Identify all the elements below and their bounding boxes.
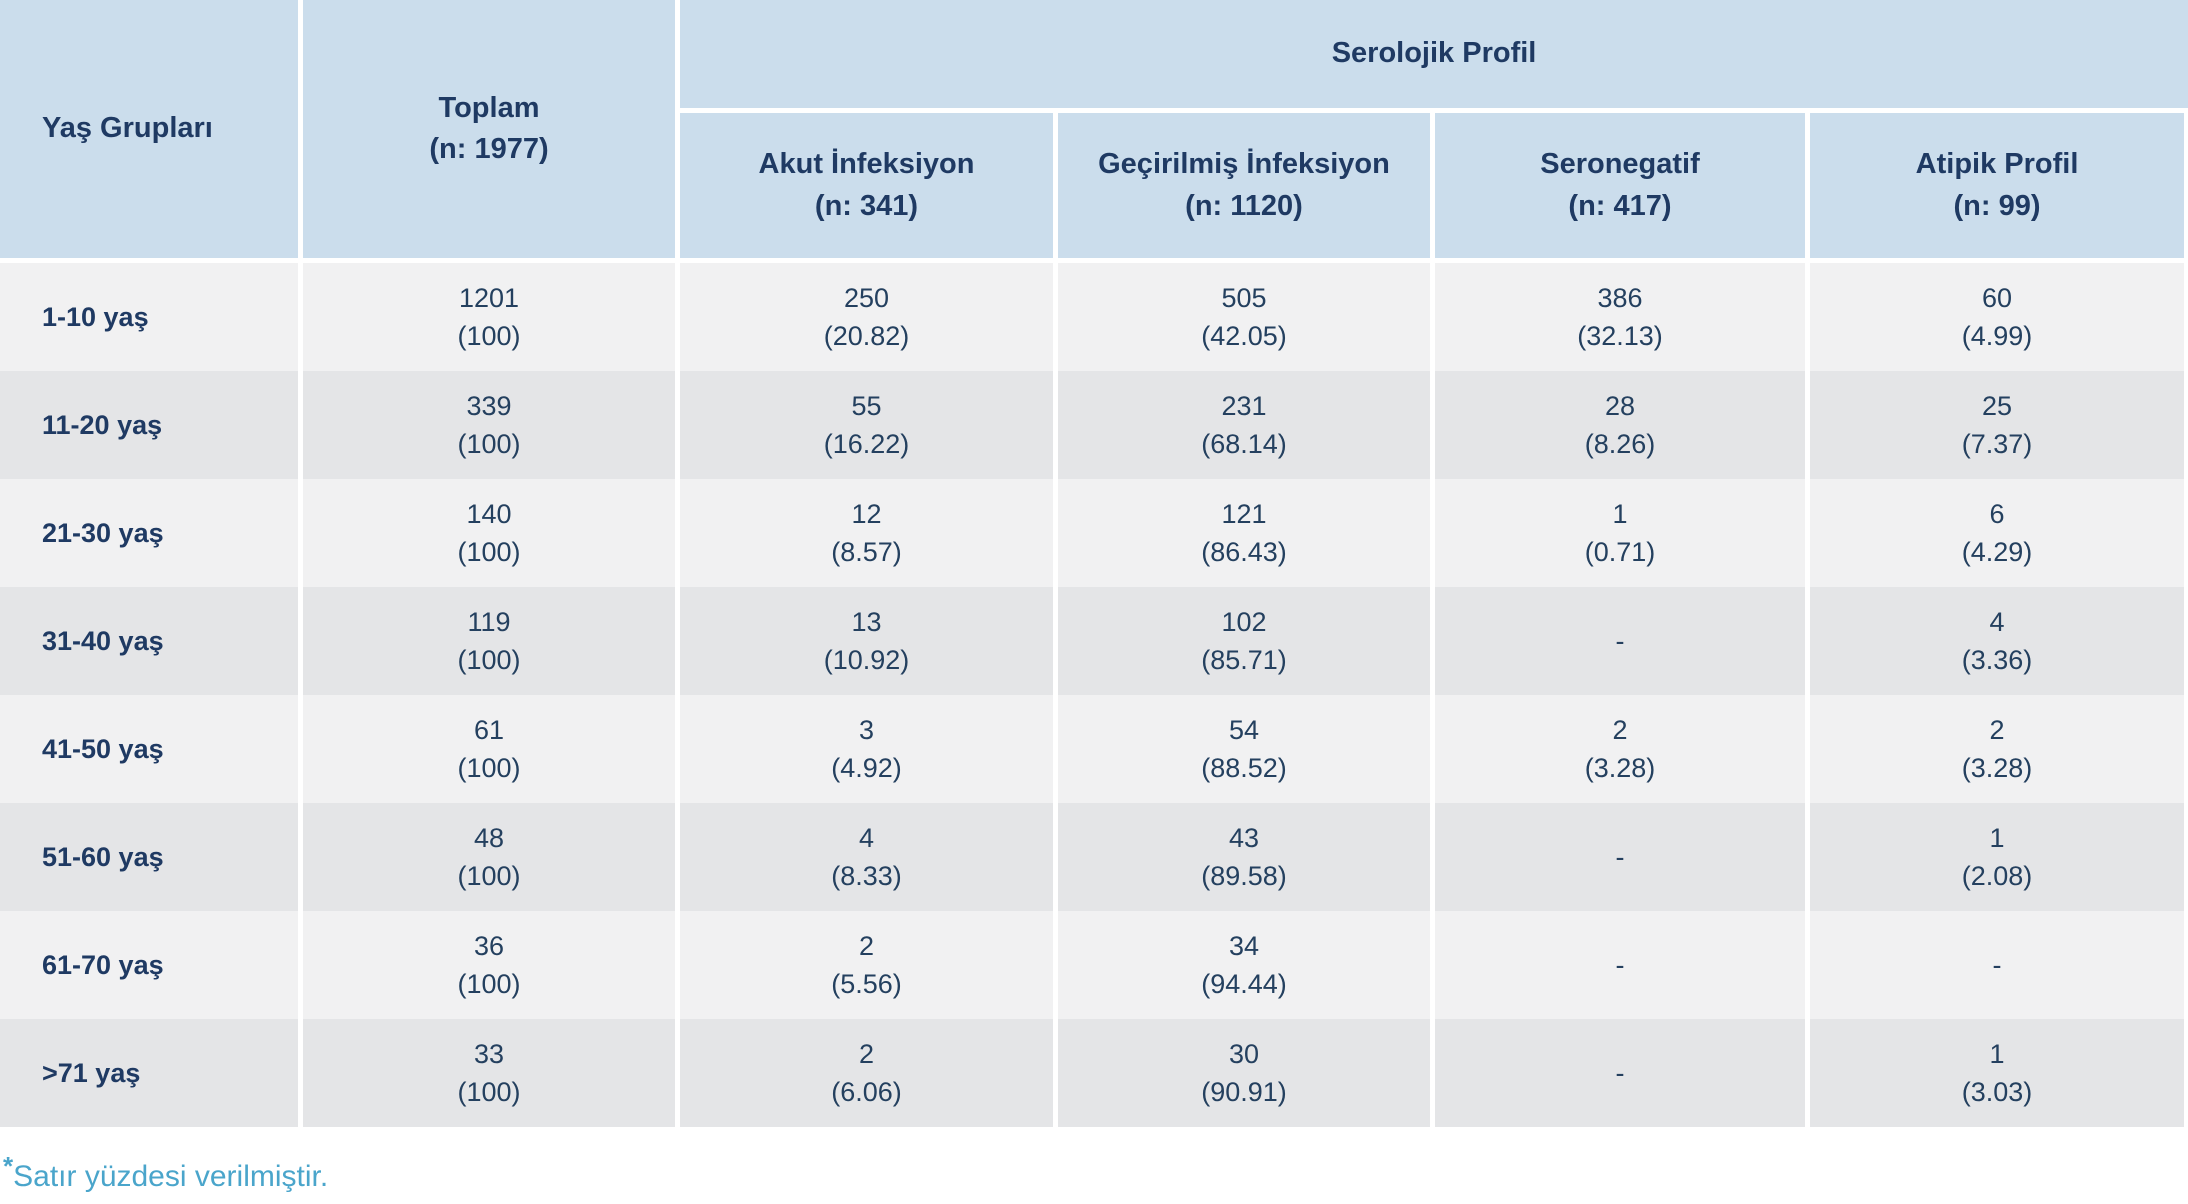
subcolumn-header-atypical-profile: Atipik Profil (n: 99) [1810,113,2188,263]
table-row: 61-70 yaş 36 (100) 2 (5.56) 34 (94.44) - - [0,911,2188,1019]
row-label-cell: 11-20 yaş [0,371,303,479]
value-cell last: 1 (3.03) [1810,1019,2188,1127]
subcolumn-title: Seronegatif [1540,148,1700,181]
table-row: 1-10 yaş 1201 (100) 250 (20.82) 505 (42.05)… [0,263,2188,371]
value-cell: 48 (100) [303,803,680,911]
row-label-cell: 51-60 yaş [0,803,303,911]
value-cell: 140 (100) [303,479,680,587]
table-row: 51-60 yaş 48 (100) 4 (8.33) 43 (89.58) - 1(… [0,803,2188,911]
footnote-text: Satır yüzdesi verilmiştir. [13,1160,329,1193]
value-cell: 43 (89.58) [1058,803,1435,911]
footnote: *Satır yüzdesi verilmiştir. [0,1151,2188,1195]
value-cell: 386 (32.13) [1435,263,1810,371]
row-label-cell: 1-10 yaş [0,263,303,371]
serologic-profile-group-header: Serolojik Profil [680,0,2188,113]
value-cell last: 60 (4.99) [1810,263,2188,371]
subcolumn-title: Geçirilmiş İnfeksiyon [1098,148,1390,181]
table-row: >71 yaş 33 (100) 2 (6.06) 30 (90.91) - 1 (3.… [0,1019,2188,1127]
value-cell: 250 (20.82) [680,263,1058,371]
value-cell: 121 (86.43) [1058,479,1435,587]
value-cell: 33 (100) [303,1019,680,1127]
serologic-profile-table: Yaş Grupları Toplam (n: 1977) Serolojik … [0,0,2188,1127]
value-cell last: 2 (3.28) [1810,695,2188,803]
value-cell: 54 (88.52) [1058,695,1435,803]
value-cell: 2 (5.56) [680,911,1058,1019]
value-cell: 339 (100) [303,371,680,479]
row-label-cell: >71 yaş [0,1019,303,1127]
table-row: 41-50 yaş 61 (100) 3 (4.92) 54 (88.52) 2 (3.… [0,695,2188,803]
table-row: 21-30 yaş 140 (100) 12 (8.57) 121 (86.43) 1… [0,479,2188,587]
subcolumn-title: Akut İnfeksiyon [758,148,975,181]
value-cell: 4 (8.33) [680,803,1058,911]
subcolumn-n: (n: 1120) [1185,189,1303,222]
subcolumn-n: (n: 341) [814,189,919,222]
subcolumn-n: (n: 417) [1568,189,1672,222]
table-header: Yaş Grupları Toplam (n: 1977) Serolojik … [0,0,2188,263]
value-cell: 36 (100) [303,911,680,1019]
value-cell: 3 (4.92) [680,695,1058,803]
value-cell last: - [1810,911,2188,1019]
table-row: 11-20 yaş 339 (100) 55 (16.22) 231 (68.14) … [0,371,2188,479]
value-cell: 1 (0.71) [1435,479,1810,587]
total-column-title: Toplam [438,91,540,124]
age-groups-column-header: Yaş Grupları [0,0,303,263]
value-cell: 12 (8.57) [680,479,1058,587]
row-label-cell: 31-40 yaş [0,587,303,695]
value-cell last: 4 (3.36) [1810,587,2188,695]
value-cell: 30 (90.91) [1058,1019,1435,1127]
total-column-header: Toplam (n: 1977) [303,0,680,263]
subcolumn-header-acute-infection: Akut İnfeksiyon (n: 341) [680,113,1058,263]
value-cell: 61 (100) [303,695,680,803]
value-cell: 2 (3.28) [1435,695,1810,803]
value-cell: 2 (6.06) [680,1019,1058,1127]
subcolumn-header-past-infection: Geçirilmiş İnfeksiyon (n: 1120) [1058,113,1435,263]
value-cell: 28 (8.26) [1435,371,1810,479]
value-cell: 505 (42.05) [1058,263,1435,371]
value-cell: 1201 (100) [303,263,680,371]
row-label-cell: 61-70 yaş [0,911,303,1019]
value-cell: 102 (85.71) [1058,587,1435,695]
subcolumn-title: Atipik Profil [1915,148,2079,181]
value-cell last: 1 (2.08) [1810,803,2188,911]
value-cell last: 25 (7.37) [1810,371,2188,479]
table-row: 31-40 yaş 119 (100) 13 (10.92) 102 (85.71) … [0,587,2188,695]
value-cell: - [1435,1019,1810,1127]
table-body: 1-10 yaş 1201 (100) 250 (20.82) 505 (42.05)… [0,263,2188,1127]
value-cell: 119 (100) [303,587,680,695]
value-cell: 13 (10.92) [680,587,1058,695]
subcolumn-header-seronegative: Seronegatif (n: 417) [1435,113,1810,263]
row-label-cell: 41-50 yaş [0,695,303,803]
value-cell: - [1435,587,1810,695]
value-cell: 55 (16.22) [680,371,1058,479]
row-label-cell: 21-30 yaş [0,479,303,587]
value-cell: - [1435,911,1810,1019]
value-cell: 231 (68.14) [1058,371,1435,479]
subcolumn-n: (n: 99) [1953,189,2041,222]
value-cell: - [1435,803,1810,911]
total-column-n: (n: 1977) [429,133,549,165]
value-cell last: 6 (4.29) [1810,479,2188,587]
value-cell: 34 (94.44) [1058,911,1435,1019]
footnote-asterisk: * [3,1151,14,1181]
